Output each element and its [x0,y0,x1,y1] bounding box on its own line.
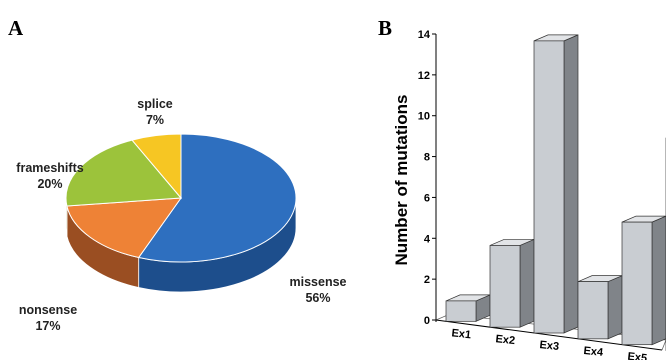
x-tick-label-Ex3: Ex3 [539,339,560,353]
pie-pct-frameshifts: 20% [37,177,62,191]
bar-Ex3 [533,40,565,334]
y-tick-label: 12 [418,70,430,82]
y-tick-label: 0 [424,315,430,327]
pie-label-missense: missense [290,275,347,289]
pie-label-nonsense: nonsense [19,303,77,317]
x-tick-label-Ex5: Ex5 [627,351,648,360]
y-tick-label: 8 [424,152,430,164]
bar-chart: Number of mutations 0 2 4 6 8 10 12 14 Ex1 Ex2 Ex3… [392,29,666,360]
bar-side-Ex5 [651,215,666,346]
bar-Ex4 [577,281,609,340]
y-axis-title: Number of mutations [392,95,411,266]
pie-slice-frameshifts [65,139,183,207]
bar-side-Ex4 [607,275,623,340]
pie-slice-splice [131,133,182,200]
panel-b-label: B [378,16,392,40]
pie-pct-missense: 56% [305,291,330,305]
bar-side-Ex3 [563,34,579,334]
panel-a-label: A [8,16,24,40]
bar-Ex5 [621,221,653,346]
y-tick-label: 2 [424,274,430,286]
pie-slice-missense [137,133,297,263]
y-tick-label: 4 [424,233,431,245]
pie-pct-nonsense: 17% [35,319,60,333]
pie-label-frameshifts: frameshifts [16,161,83,175]
y-tick-label: 10 [418,111,430,123]
y-tick-label: 6 [424,192,430,204]
bar-side-Ex2 [519,238,535,328]
y-tick-label: 14 [418,29,431,41]
bar-Ex2 [489,245,521,328]
pie-chart: missense 56% nonsense 17% frameshifts 20% spli… [16,97,346,333]
x-tick-label-Ex4: Ex4 [583,345,605,359]
pie-pct-splice: 7% [146,113,164,127]
pie-label-splice: splice [137,97,172,111]
x-tick-label-Ex1: Ex1 [451,327,472,341]
bar-Ex1 [445,300,477,322]
pie-slice-nonsense [66,197,183,259]
x-tick-label-Ex2: Ex2 [495,333,516,347]
